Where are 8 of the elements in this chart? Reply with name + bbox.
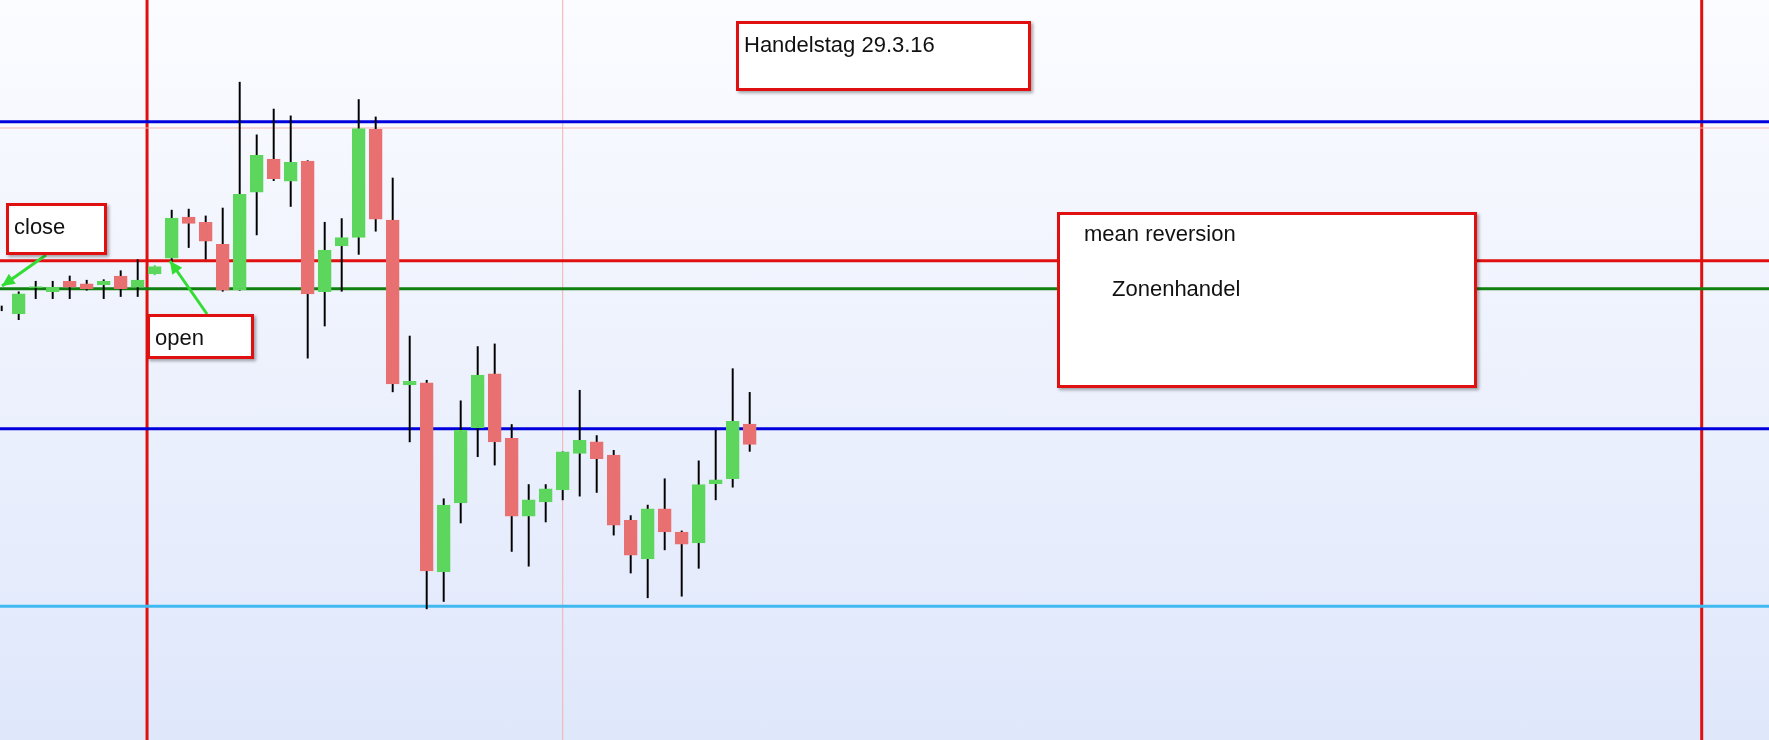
note-box: Handelstag 29.3.16 (736, 21, 1031, 91)
note-box: mean reversion Zonenhandel (1057, 212, 1477, 388)
note-box: close (6, 203, 107, 255)
note-box: open (147, 314, 254, 359)
annotation: close (14, 214, 66, 240)
candlestick (334, 218, 349, 292)
annotation: open (155, 325, 204, 351)
candlestick (402, 335, 417, 443)
